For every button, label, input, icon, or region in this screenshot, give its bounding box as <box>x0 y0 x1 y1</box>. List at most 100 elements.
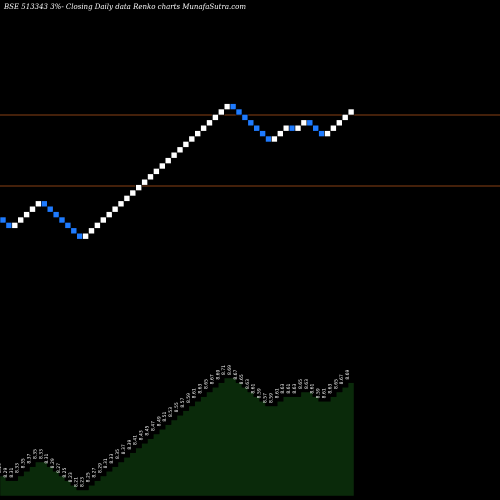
renko-brick <box>300 119 308 127</box>
renko-brick <box>123 195 131 202</box>
renko-brick <box>218 108 225 116</box>
renko-brick <box>176 146 184 154</box>
lower-panel-label: 8.57 <box>180 398 186 408</box>
renko-brick <box>164 157 172 164</box>
lower-panel-label: 8.63 <box>292 384 298 394</box>
renko-brick <box>253 124 260 132</box>
renko-brick <box>0 216 7 224</box>
renko-brick <box>335 119 343 127</box>
lower-panel-label: 8.21 <box>74 477 80 487</box>
renko-brick <box>276 130 284 137</box>
renko-brick <box>76 232 83 240</box>
lower-panel-label: 8.61 <box>322 388 328 398</box>
lower-panel-label: 8.57 <box>263 393 269 403</box>
renko-brick <box>170 151 178 159</box>
lower-panel-label: 8.29 <box>3 468 9 478</box>
lower-panel-label: 8.25 <box>62 468 68 478</box>
renko-brick <box>306 119 314 127</box>
renko-brick <box>312 124 320 132</box>
renko-brick <box>223 103 231 110</box>
lower-panel-label: 8.31 <box>44 454 50 464</box>
renko-brick <box>153 168 160 175</box>
lower-panel-label: 8.49 <box>156 416 162 426</box>
lower-panel-label: 8.55 <box>174 402 180 412</box>
renko-brick <box>52 211 60 218</box>
reference-lines <box>0 114 500 187</box>
lower-panel-label: 8.29 <box>97 463 103 473</box>
renko-brick <box>147 173 154 181</box>
renko-brick <box>135 184 142 191</box>
renko-brick <box>229 103 237 110</box>
lower-panel-label: 8.59 <box>268 393 274 403</box>
lower-panel-label: 8.69 <box>227 365 233 375</box>
lower-panel-label: 8.63 <box>304 379 310 389</box>
renko-brick <box>318 130 325 137</box>
renko-brick <box>117 200 125 208</box>
lower-panel-label: 8.35 <box>21 458 27 468</box>
renko-brick <box>82 232 89 240</box>
renko-brick <box>105 211 113 218</box>
renko-brick <box>88 227 95 235</box>
lower-panel-label: 8.61 <box>310 384 316 394</box>
lower-panel-label: 8.35 <box>32 449 38 459</box>
lower-panel-area <box>0 377 355 497</box>
renko-brick <box>23 211 30 218</box>
lower-panel-label: 8.65 <box>298 379 304 389</box>
renko-brick <box>282 124 290 132</box>
renko-brick <box>11 222 19 229</box>
lower-panel-label: 8.59 <box>186 393 192 403</box>
lower-panel-label: 8.35 <box>115 449 121 459</box>
lower-panel <box>0 377 355 497</box>
lower-panel-label: 8.33 <box>109 454 115 464</box>
lower-panel-label: 8.61 <box>274 388 280 398</box>
renko-brick <box>111 205 119 213</box>
renko-brick <box>182 141 190 148</box>
lower-panel-label: 8.63 <box>280 384 286 394</box>
renko-brick <box>29 205 36 213</box>
renko-brick <box>159 162 166 170</box>
lower-panel-label: 8.37 <box>27 454 33 464</box>
renko-brick <box>188 135 196 143</box>
renko-brick <box>200 124 207 132</box>
renko-brick <box>288 124 296 132</box>
renko-brick <box>347 108 355 116</box>
lower-panel-label: 8.67 <box>209 374 215 384</box>
renko-brick <box>235 108 243 116</box>
lower-panel-label: 8.65 <box>239 374 245 384</box>
lower-panel-label: 8.63 <box>198 384 204 394</box>
renko-bricks <box>0 103 355 240</box>
lower-panel-label: 8.65 <box>204 379 210 389</box>
renko-brick <box>324 130 331 137</box>
renko-brick <box>265 135 272 143</box>
renko-brick <box>5 222 13 229</box>
lower-panel-label: 8.45 <box>145 426 151 436</box>
renko-brick <box>271 135 278 143</box>
renko-brick <box>94 222 101 229</box>
lower-panel-label: 8.27 <box>91 468 97 478</box>
renko-brick <box>141 178 148 186</box>
lower-panel-labels: 8.29 8.29 8.31 8.33 8.35 8.37 8.35 8.33 8.31 8.29… <box>0 365 351 487</box>
lower-panel-label: 8.63 <box>327 384 333 394</box>
lower-panel-label: 8.61 <box>192 388 198 398</box>
renko-brick <box>241 114 249 121</box>
renko-brick <box>212 114 219 121</box>
lower-panel-label: 8.27 <box>56 463 62 473</box>
renko-brick <box>58 216 66 224</box>
renko-brick <box>341 114 349 121</box>
renko-brick <box>259 130 266 137</box>
lower-panel-label: 8.37 <box>121 444 127 454</box>
lower-panel-label: 8.59 <box>316 388 322 398</box>
renko-brick <box>17 216 25 224</box>
renko-brick <box>40 200 48 208</box>
renko-brick <box>35 200 42 208</box>
renko-brick <box>330 124 337 132</box>
lower-panel-label: 8.31 <box>103 458 109 468</box>
renko-brick <box>294 124 302 132</box>
lower-panel-label: 8.53 <box>168 407 174 417</box>
renko-brick <box>46 205 54 213</box>
lower-panel-label: 8.61 <box>251 384 257 394</box>
lower-panel-label: 8.41 <box>133 435 139 445</box>
lower-panel-label: 8.69 <box>215 370 221 380</box>
lower-panel-label: 8.65 <box>333 379 339 389</box>
renko-brick <box>194 130 201 137</box>
